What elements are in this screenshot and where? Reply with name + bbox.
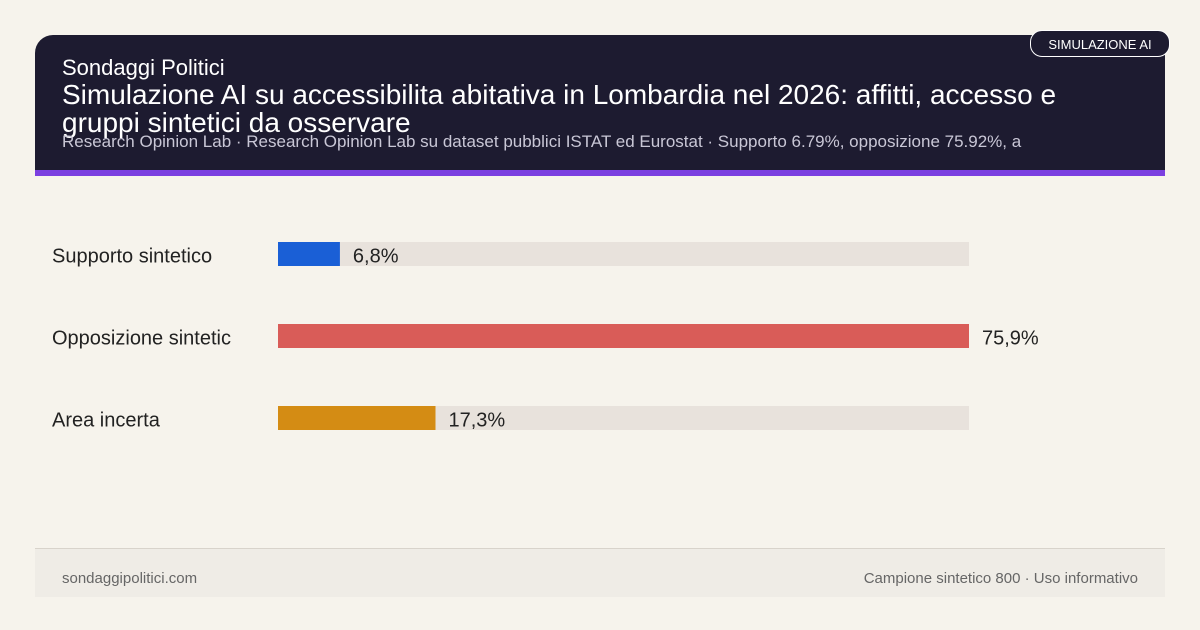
- value-label: 75,9%: [982, 327, 1039, 349]
- bar: [278, 242, 340, 266]
- bar: [278, 406, 436, 430]
- footer: sondaggipolitici.com Campione sintetico …: [35, 548, 1165, 597]
- badge: SIMULAZIONE AI: [1030, 30, 1170, 57]
- bar: [278, 324, 969, 348]
- title: Simulazione AI su accessibilita abitativ…: [62, 79, 1057, 138]
- category-label: Supporto sintetico: [52, 245, 212, 267]
- kicker: Sondaggi Politici: [62, 55, 225, 80]
- footer-note: Campione sintetico 800 · Uso informativo: [863, 570, 1138, 587]
- footer-site: sondaggipolitici.com: [62, 570, 198, 587]
- category-label: Area incerta: [52, 409, 161, 431]
- bar-track: [278, 242, 969, 266]
- header: Sondaggi Politici Simulazione AI su acce…: [35, 35, 1165, 176]
- value-label: 6,8%: [353, 245, 399, 267]
- chart: Supporto sintetico 6,8% Opposizione sintet…: [52, 242, 1039, 431]
- value-label: 17,3%: [449, 409, 506, 431]
- category-label: Opposizione sintetic: [52, 327, 231, 349]
- subtitle: Research Opinion Lab · Research Opinion …: [62, 132, 1022, 151]
